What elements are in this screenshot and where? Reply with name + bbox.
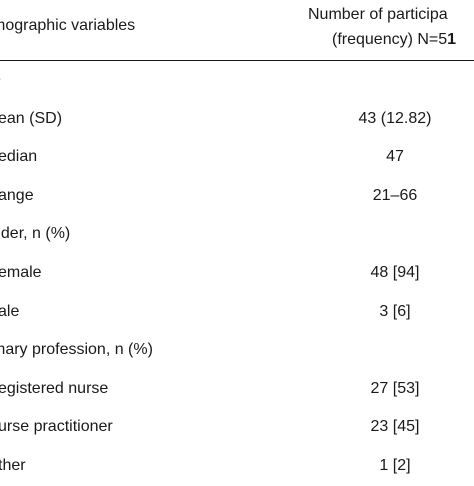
row-group-label: mary profession, n (%) [0,341,153,359]
row-group-label: e [0,70,1,90]
row-value: 1 [2] [379,457,411,474]
table-row: e [0,62,474,100]
row-value: 3 [6] [379,302,411,320]
row-label: edian [0,148,38,166]
row-value: 43 (12.82) [358,109,432,127]
header-divider [0,60,474,61]
table-row: egistered nurse 27 [53] [0,371,474,409]
table-row: ean (SD) 43 (12.82) [0,101,474,139]
header-count-line1: Number of participa [308,6,448,23]
header-variables: mographic variables [0,17,136,34]
table-row: emale 48 [94] [0,255,474,293]
table-row: nder, n (%) [0,216,474,254]
row-value: 48 [94] [370,264,420,281]
table-row: ther 1 [2] [0,448,474,486]
row-label: emale [0,264,42,281]
row-group-label: nder, n (%) [0,225,71,243]
table-row: urse practitioner 23 [45] [0,409,474,447]
table-row: ale 3 [6] [0,294,474,332]
row-label: ther [0,457,26,474]
header-count-line2: (frequency) N=51 [332,30,456,50]
row-label: ean (SD) [0,109,63,127]
table-row: ange 21–66 [0,178,474,216]
header-count-line2-bold: 1 [447,31,457,48]
table-row: edian 47 [0,139,474,177]
table-row: mary profession, n (%) [0,332,474,370]
row-label: ale [0,302,20,320]
row-value: 47 [386,148,404,166]
header-count-line2-prefix: (frequency) N=5 [332,31,448,48]
row-value: 21–66 [372,186,418,204]
row-label: ange [0,186,34,204]
row-label: urse practitioner [0,418,113,436]
row-value: 27 [53] [370,379,420,397]
row-value: 23 [45] [370,418,420,436]
row-label: egistered nurse [0,379,109,397]
